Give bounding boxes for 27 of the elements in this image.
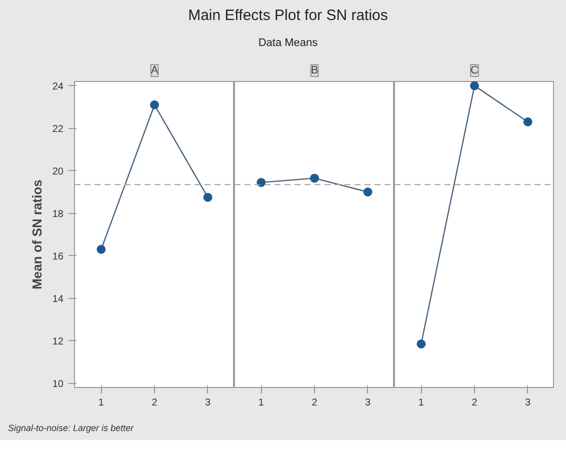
y-tick-label: 10 bbox=[52, 378, 64, 390]
x-tick-label: 2 bbox=[472, 398, 478, 409]
text: Main Effects Plot for SN ratios bbox=[188, 6, 388, 26]
x-tick-label: 2 bbox=[312, 398, 318, 409]
x-tick-label: 3 bbox=[525, 398, 532, 409]
point bbox=[96, 245, 106, 254]
x-tick-label: 3 bbox=[365, 398, 372, 409]
y-tick-label: 16 bbox=[52, 251, 64, 262]
y-axis-title: Mean of SN ratios bbox=[29, 180, 44, 290]
y-tick-label: 18 bbox=[52, 208, 64, 220]
y-tick-label: 14 bbox=[52, 294, 64, 305]
chart-title: A bbox=[150, 64, 159, 77]
x-tick-label: 1 bbox=[98, 398, 104, 409]
point bbox=[150, 100, 159, 110]
x-tick-label: 1 bbox=[258, 398, 264, 409]
y-tick-label: 24 bbox=[52, 81, 64, 92]
y-tick-label: 12 bbox=[52, 336, 64, 348]
y-tick-label: 22 bbox=[52, 124, 64, 135]
chart-title: C bbox=[470, 64, 479, 77]
chart-title: B bbox=[310, 64, 318, 77]
x-tick-label: 1 bbox=[418, 398, 424, 409]
x-tick-label: 3 bbox=[205, 398, 212, 409]
y-tick-label: 20 bbox=[52, 166, 64, 178]
x-tick-label: 2 bbox=[152, 398, 158, 409]
point bbox=[203, 192, 212, 202]
text: Data Means bbox=[258, 36, 318, 52]
text: Signal-to-noise: Larger is better bbox=[8, 422, 134, 435]
